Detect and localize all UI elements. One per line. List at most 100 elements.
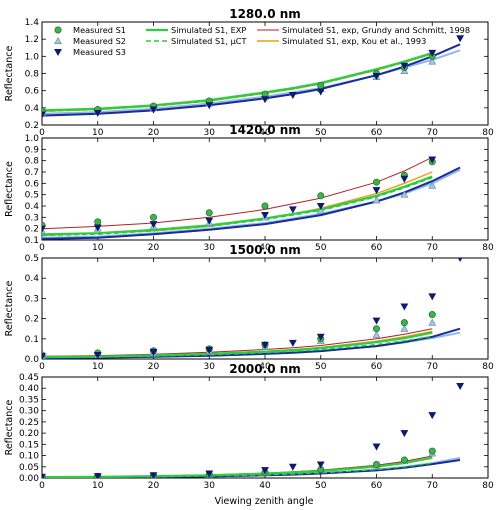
x-tick-label: 50 — [315, 128, 327, 138]
marker-m2 — [428, 318, 437, 326]
marker-m3 — [400, 303, 409, 311]
legend-marker-m3 — [54, 48, 62, 57]
marker-m3 — [400, 175, 409, 183]
marker-m3 — [288, 91, 297, 99]
marker-m1 — [372, 461, 380, 469]
y-tick-label: 1.2 — [25, 35, 39, 45]
y-tick-label: 0.35 — [19, 395, 39, 405]
x-tick-label: 50 — [315, 481, 327, 491]
y-tick-label: 0.1 — [25, 236, 39, 246]
panel-title: 2000.0 nm — [229, 362, 301, 376]
marker-m2 — [372, 330, 381, 338]
y-tick-label: 0.15 — [19, 440, 39, 450]
marker-m3 — [459, 138, 461, 139]
panel-1: 1280.0 nm 0 10 20 30 40 50 60 70 80 0.2 0.4 0.6 0.8 1.… — [4, 7, 494, 138]
marker-m3 — [316, 461, 325, 469]
legend-label: Simulated S1, exp, Grundy and Schmitt, 1… — [282, 25, 470, 35]
y-tick-label: 0.20 — [19, 429, 39, 439]
marker-m3 — [456, 382, 465, 390]
y-tick-label: 0.5 — [25, 254, 39, 264]
x-tick-label: 70 — [427, 243, 439, 253]
plot-area — [42, 258, 463, 359]
y-tick-label: 0.4 — [25, 202, 40, 212]
y-tick-label: 0.7 — [25, 168, 39, 178]
marker-m1 — [428, 447, 436, 455]
y-tick-label: 0.2 — [25, 121, 39, 131]
legend-item-exp: Simulated S1, EXP — [146, 25, 246, 35]
marker-m1 — [400, 456, 408, 464]
legend-label: Measured S2 — [73, 36, 126, 46]
marker-m3 — [149, 348, 158, 356]
legend-label: Measured S3 — [73, 47, 126, 57]
legend-item-m1: Measured S1 — [54, 25, 126, 35]
x-tick-label: 40 — [259, 128, 271, 138]
legend-item-uct: Simulated S1, μCT — [146, 36, 248, 46]
marker-m3 — [288, 339, 297, 347]
x-tick-label: 0 — [39, 481, 45, 491]
y-tick-label: 0.4 — [25, 274, 40, 284]
marker-m3 — [372, 187, 381, 195]
x-tick-label: 30 — [204, 243, 216, 253]
y-tick-label: 0.00 — [19, 474, 39, 484]
marker-m3 — [205, 217, 214, 225]
marker-m3 — [93, 224, 102, 232]
marker-m1 — [400, 319, 408, 327]
marker-m3 — [400, 430, 409, 438]
panel-3: 1500.0 nm 0 10 20 30 40 50 60 70 80 0.0 0.1 0.2 0.3 0.… — [4, 243, 494, 372]
y-axis-label: Reflectance — [4, 280, 15, 336]
y-tick-label: 0.9 — [25, 145, 40, 155]
legend-marker-m2 — [54, 36, 62, 45]
marker-m3 — [93, 351, 102, 359]
plot-area — [42, 382, 465, 478]
marker-m3 — [149, 221, 158, 229]
marker-m1 — [317, 82, 325, 90]
marker-m1 — [261, 202, 269, 210]
marker-m3 — [428, 293, 437, 301]
panel-2: 1420.0 nm0 10 20 30 40 50 60 70 800.10.20.30.40.… — [4, 123, 494, 253]
x-tick-label: 40 — [259, 243, 271, 253]
legend-marker-m1 — [54, 26, 62, 34]
x-tick-label: 80 — [482, 481, 494, 491]
legend-item-m2: Measured S2 — [54, 36, 126, 46]
y-tick-label: 0.2 — [25, 225, 39, 235]
x-tick-label: 60 — [371, 243, 383, 253]
legend-label: Simulated S1, EXP — [171, 25, 246, 35]
plot-area — [42, 138, 461, 240]
x-tick-label: 40 — [259, 481, 271, 491]
marker-m3 — [316, 333, 325, 341]
series-line-s3 — [42, 166, 461, 240]
series-line-s2 — [42, 168, 461, 239]
series-line-gs — [42, 156, 433, 230]
marker-m1 — [372, 325, 380, 333]
series-line-s3 — [42, 327, 461, 359]
marker-m3 — [149, 472, 158, 478]
x-tick-label: 60 — [371, 481, 383, 491]
y-tick-label: 0.3 — [25, 294, 39, 304]
marker-m3 — [261, 96, 269, 104]
x-tick-label: 40 — [259, 362, 271, 372]
plot-area — [42, 35, 465, 119]
y-axis-label: Reflectance — [4, 45, 15, 101]
y-tick-label: 0.0 — [25, 355, 40, 365]
series-line-exp — [42, 331, 433, 359]
y-tick-label: 0.4 — [25, 104, 40, 114]
marker-m3 — [205, 346, 214, 354]
y-axis-label: Reflectance — [4, 399, 15, 455]
marker-m3 — [400, 62, 409, 70]
marker-m2 — [400, 190, 409, 198]
marker-m3 — [372, 317, 381, 325]
y-tick-label: 0.2 — [25, 315, 39, 325]
marker-m1 — [372, 178, 380, 186]
x-tick-label: 10 — [92, 243, 104, 253]
marker-m2 — [428, 57, 437, 65]
x-tick-label: 70 — [427, 481, 439, 491]
marker-m3 — [372, 443, 381, 451]
marker-m3 — [42, 111, 46, 119]
marker-m3 — [261, 341, 269, 349]
legend-label: Simulated S1, exp, Kou et al., 1993 — [282, 36, 426, 46]
x-tick-label: 20 — [148, 362, 160, 372]
y-tick-label: 0.3 — [25, 213, 39, 223]
marker-m3 — [149, 106, 158, 114]
